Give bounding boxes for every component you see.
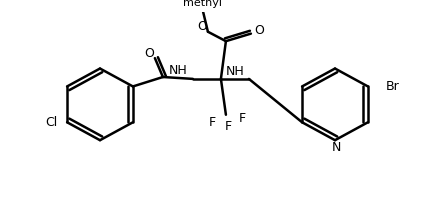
Text: methyl: methyl bbox=[184, 0, 222, 8]
Text: Br: Br bbox=[386, 80, 400, 93]
Text: F: F bbox=[224, 119, 232, 133]
Text: F: F bbox=[208, 116, 215, 129]
Text: O: O bbox=[197, 20, 207, 33]
Text: Cl: Cl bbox=[45, 116, 57, 129]
Text: N: N bbox=[332, 141, 341, 154]
Text: O: O bbox=[144, 47, 154, 60]
Text: O: O bbox=[254, 24, 264, 37]
Text: NH: NH bbox=[226, 65, 244, 78]
Text: NH: NH bbox=[169, 64, 187, 77]
Text: F: F bbox=[238, 112, 246, 125]
